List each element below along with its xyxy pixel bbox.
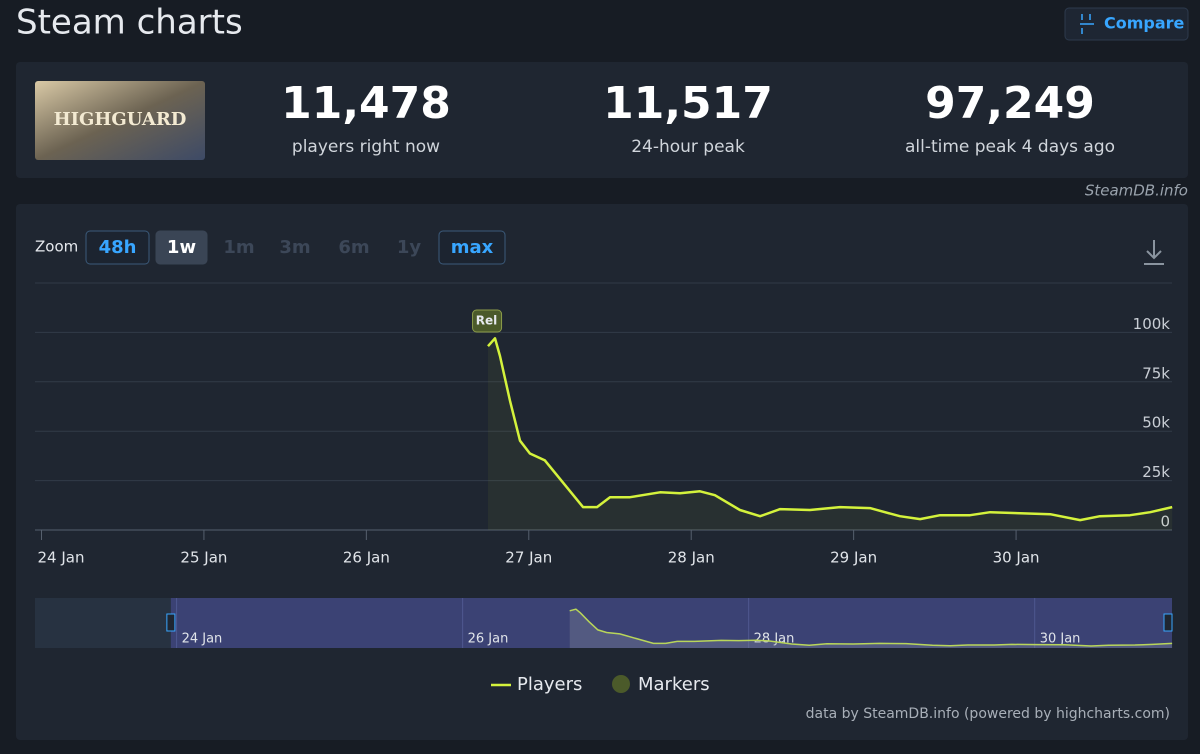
zoom-button-label[interactable]: max	[451, 237, 494, 258]
zoom-button-label[interactable]: 1y	[397, 237, 422, 258]
zoom-button[interactable]	[155, 230, 208, 265]
thumbnail-text: HIGHGUARD	[54, 109, 187, 130]
download-icon[interactable]	[1144, 240, 1164, 265]
navigator-tick-label: 26 Jan	[468, 632, 509, 647]
navigator-selection	[170, 598, 1172, 648]
zoom-label: Zoom	[35, 238, 78, 256]
stats-panel	[16, 62, 1188, 178]
navigator-tick-label: 30 Jan	[1040, 632, 1081, 647]
chart-panel	[16, 204, 1188, 740]
y-tick-label: 25k	[1142, 463, 1170, 481]
navigator-tick-label: 24 Jan	[182, 632, 223, 647]
x-tick-label: 24 Jan	[38, 549, 85, 567]
compare-button[interactable]	[1064, 7, 1189, 41]
x-tick-label: 27 Jan	[505, 549, 552, 567]
stat-value: 97,249	[925, 78, 1095, 129]
y-tick-label: 100k	[1133, 315, 1171, 333]
stat-value: 11,478	[281, 78, 451, 129]
y-tick-label: 75k	[1142, 364, 1170, 382]
x-tick-label: 29 Jan	[830, 549, 877, 567]
zoom-button[interactable]	[85, 230, 150, 265]
navigator-handle[interactable]	[1163, 613, 1173, 632]
zoom-button-label[interactable]: 3m	[279, 237, 310, 258]
zoom-button-label[interactable]: 6m	[338, 237, 369, 258]
legend-label[interactable]: Players	[517, 674, 582, 695]
credits[interactable]: data by SteamDB.info (powered by highcha…	[806, 706, 1170, 722]
zoom-button-label[interactable]: 1m	[223, 237, 254, 258]
zoom-button[interactable]	[438, 230, 506, 265]
x-tick-label: 25 Jan	[180, 549, 227, 567]
navigator-area	[569, 609, 1173, 648]
stat-value: 11,517	[603, 78, 773, 129]
navigator-line	[569, 608, 1173, 647]
legend-label[interactable]: Markers	[638, 674, 710, 695]
marker-label: Rel	[476, 314, 498, 328]
stat-label: all-time peak 4 days ago	[905, 137, 1115, 157]
series-line	[487, 337, 1173, 522]
source-link[interactable]: SteamDB.info	[1085, 182, 1188, 200]
x-tick-label: 30 Jan	[993, 549, 1040, 567]
x-tick-label: 26 Jan	[343, 549, 390, 567]
marker-flag	[472, 309, 503, 333]
stat-label: players right now	[292, 137, 440, 157]
navigator-handle[interactable]	[166, 613, 176, 632]
legend-marker[interactable]	[612, 675, 630, 693]
x-tick-label: 28 Jan	[668, 549, 715, 567]
series-area	[488, 338, 1173, 530]
compare-icon	[1080, 14, 1094, 34]
zoom-button-label[interactable]: 48h	[99, 237, 137, 258]
stat-label: 24-hour peak	[631, 137, 745, 157]
y-tick-label: 0	[1160, 513, 1170, 531]
compare-label[interactable]: Compare	[1104, 14, 1185, 33]
y-tick-label: 50k	[1142, 414, 1170, 432]
zoom-button-label[interactable]: 1w	[167, 237, 196, 258]
game-thumbnail	[35, 81, 205, 160]
page-title: Steam charts	[16, 3, 243, 43]
